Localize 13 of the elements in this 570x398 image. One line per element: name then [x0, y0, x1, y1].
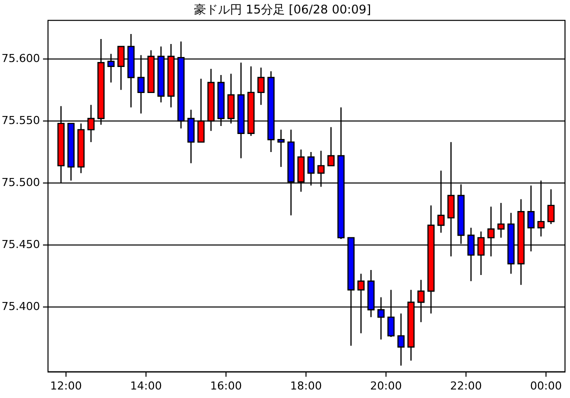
y-tick-label: 75.450 [2, 238, 40, 252]
y-tick-label: 75.400 [2, 300, 40, 314]
x-tick-label: 22:00 [450, 379, 482, 392]
y-tick-label: 75.600 [2, 52, 40, 65]
x-tick-label: 20:00 [370, 379, 402, 392]
y-tick-label: 75.550 [2, 114, 40, 127]
x-tick-label: 14:00 [130, 379, 162, 392]
x-tick-label: 12:00 [50, 379, 82, 392]
y-tick-label: 75.500 [2, 176, 40, 189]
x-tick-label: 18:00 [290, 379, 322, 392]
x-tick-label: 00:00 [530, 379, 562, 392]
chart-title: 豪ドル円 15分足 [06/28 00:09] [194, 2, 372, 16]
x-tick-label: 16:00 [210, 379, 242, 392]
